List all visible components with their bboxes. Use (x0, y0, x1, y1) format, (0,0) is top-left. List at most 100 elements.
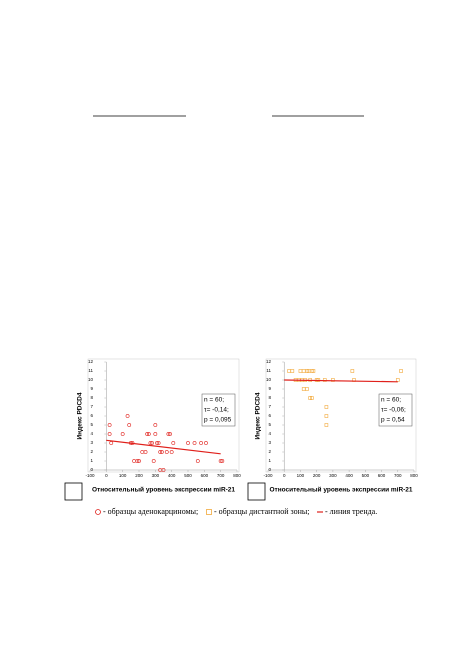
y-tick-label: 1 (268, 458, 271, 463)
point (324, 405, 329, 409)
y-tick-label: 3 (90, 440, 93, 445)
y-tick-label: 7 (268, 404, 271, 409)
point (331, 378, 335, 382)
point (155, 441, 159, 445)
x-axis-label: Относительный уровень экспрессии miR-21 (269, 486, 412, 494)
point (220, 459, 225, 463)
y-tick-label: 1 (90, 458, 93, 463)
y-axis-label: Индекс PDCD4 (77, 392, 84, 439)
y-tick-label: 2 (90, 449, 93, 454)
annotation-box (201, 393, 236, 427)
point (107, 432, 112, 436)
x-tick-label: 500 (362, 473, 370, 478)
point (150, 441, 154, 445)
y-tick-label: 11 (88, 368, 93, 373)
point (322, 378, 327, 382)
x-tick-label: 400 (168, 473, 176, 478)
annotation: n = 60; (204, 397, 224, 404)
y-tick-label: 0 (90, 467, 93, 472)
x-tick-label: 800 (410, 473, 418, 478)
point (132, 459, 137, 463)
y-tick-label: 12 (88, 359, 94, 364)
x-tick-label: 0 (105, 473, 108, 478)
point (158, 468, 163, 472)
y-tick-label: 6 (268, 413, 271, 418)
point (311, 369, 316, 373)
x-tick-label: 700 (217, 473, 225, 478)
y-tick-label: 7 (90, 404, 93, 409)
y-tick-label: 4 (90, 431, 93, 436)
x-tick-label: 0 (283, 473, 286, 478)
y-axis-label: Индекс PDCD4 (255, 392, 262, 439)
point (199, 441, 203, 445)
point (195, 459, 200, 463)
point (153, 423, 158, 427)
trend-line (106, 439, 221, 455)
point (127, 423, 132, 427)
y-tick-label: 9 (268, 386, 271, 391)
y-tick-label: 12 (266, 359, 272, 364)
point (204, 441, 208, 445)
point (290, 369, 295, 373)
x-tick-label: 700 (394, 473, 402, 478)
y-tick-label: 0 (268, 467, 271, 472)
y-tick-label: 8 (268, 395, 271, 400)
x-tick-label: 300 (152, 473, 160, 478)
point (148, 441, 153, 445)
point (399, 369, 403, 373)
point (395, 378, 400, 382)
trend-line (284, 379, 398, 383)
point (168, 432, 172, 436)
point (145, 432, 150, 436)
annotation: τ= -0,06; (381, 407, 406, 414)
x-tick-label: 200 (135, 473, 143, 478)
point (298, 369, 303, 373)
point (301, 369, 306, 373)
x-tick-label: 100 (119, 473, 127, 478)
annotation: p = 0,095 (204, 417, 232, 424)
y-tick-label: 3 (268, 440, 271, 445)
y-tick-label: 11 (266, 368, 271, 373)
legend-marker (206, 509, 212, 515)
point (218, 459, 223, 463)
point (158, 450, 163, 454)
point (140, 450, 145, 454)
point (324, 414, 329, 418)
annotation: τ= -0,14; (204, 407, 229, 414)
x-tick-label: 100 (297, 473, 305, 478)
x-tick-label: 600 (201, 473, 209, 478)
legend-label: - образцы аденокарциномы; (103, 507, 198, 516)
x-tick-label: 500 (184, 473, 192, 478)
y-tick-label: 5 (90, 422, 93, 427)
box (64, 482, 83, 501)
x-tick-label: -100 (263, 473, 273, 478)
plot-frame (265, 358, 417, 473)
point (324, 423, 329, 427)
y-tick-label: 2 (268, 449, 271, 454)
point (120, 432, 125, 436)
x-tick-label: -100 (85, 473, 95, 478)
point (137, 459, 141, 463)
point (171, 441, 176, 445)
point (301, 387, 306, 391)
point (153, 432, 158, 436)
y-tick-label: 8 (90, 395, 93, 400)
x-tick-label: 300 (329, 473, 337, 478)
point (125, 414, 130, 418)
y-tick-label: 9 (90, 386, 93, 391)
y-tick-label: 4 (268, 431, 271, 436)
point (156, 441, 161, 445)
point (305, 387, 309, 391)
legend-marker (95, 509, 101, 515)
point (166, 432, 171, 436)
x-axis-label: Относительный уровень экспрессии miR-21 (92, 486, 235, 494)
point (164, 450, 169, 454)
point (309, 396, 314, 400)
point (107, 423, 112, 427)
annotation: n = 60; (381, 397, 401, 404)
plot-frame (87, 358, 240, 473)
annotation-box (378, 393, 413, 427)
y-tick-label: 6 (90, 413, 93, 418)
y-tick-label: 5 (268, 422, 271, 427)
